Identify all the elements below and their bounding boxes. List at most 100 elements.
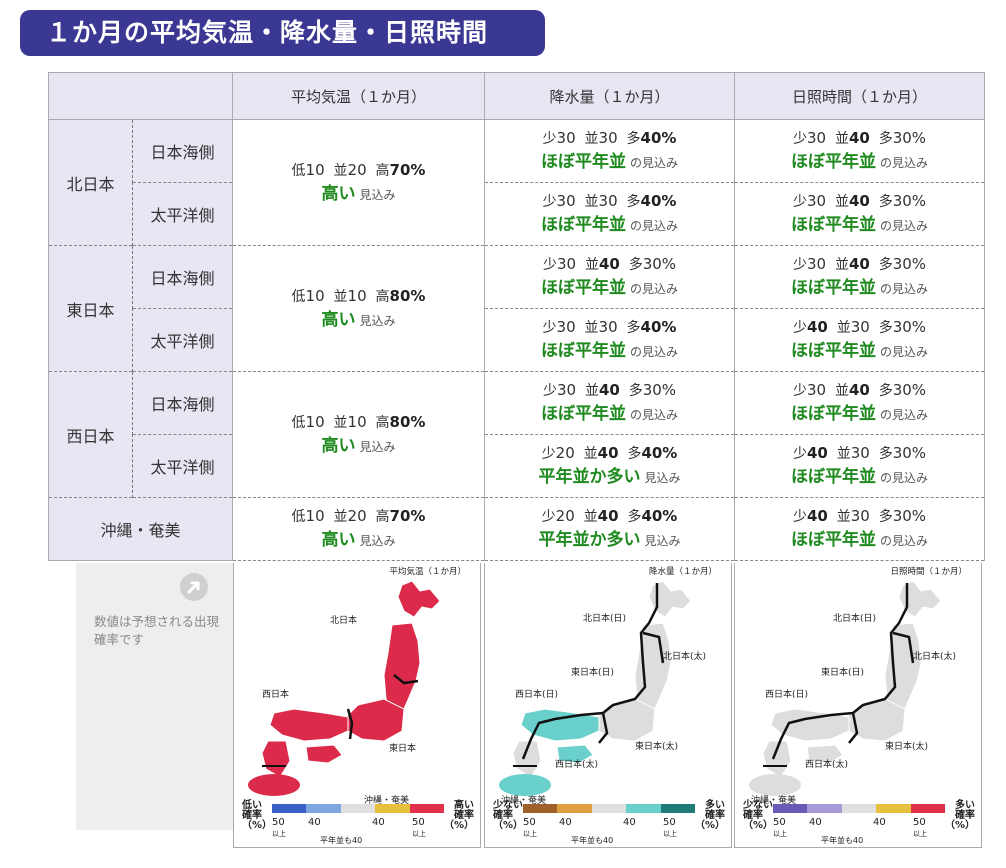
map-region-label: 沖縄・奄美: [364, 796, 410, 806]
outlook-value: 高い: [321, 435, 356, 456]
prob-mid: 20: [347, 507, 367, 525]
region-name: 沖縄・奄美: [48, 497, 233, 561]
outlook-value: 高い: [321, 530, 356, 550]
prob-label: 高: [375, 162, 390, 179]
prob-label: 並: [584, 131, 599, 147]
outlook-value: ほぼ平年並: [790, 215, 876, 235]
prob-low: 10: [305, 412, 325, 431]
region-name: 北日本: [48, 119, 133, 246]
outlook-suffix: の見込み: [629, 345, 678, 359]
outlook-value: ほぼ平年並: [540, 278, 626, 298]
probability-line: 低10 並20 高70%: [233, 159, 484, 182]
map-legend: 少ない 確率 （%） 多い 確率 （%） 50 40 40 50 以上 以上 平年並も40: [743, 801, 975, 847]
prob-mid: 30: [850, 507, 870, 525]
prob-label: 多: [878, 131, 893, 147]
outlook: ほぼ平年並 の見込み: [735, 528, 984, 553]
map-region-label: 東日本(日): [571, 668, 615, 678]
outlook-suffix: の見込み: [879, 219, 928, 233]
map-legend: 低い 確率 （%） 高い 確率 （%） 50 40 40 50 以上 以上 平年並も40: [242, 801, 474, 847]
prob-high: 40%: [640, 129, 677, 147]
legend-mid: 平年並も40: [821, 836, 864, 845]
prob-label: 少: [792, 131, 807, 147]
forecast-table: 平均気温（１か月） 降水量（１か月） 日照時間（１か月） 北日本 日本海側 低10 …: [48, 72, 985, 561]
prob-label: 少: [542, 383, 557, 399]
legend-color-bar: [523, 804, 696, 813]
prob-mid: 30: [598, 318, 618, 336]
outlook-value: 高い: [321, 309, 356, 330]
legend-tick: 40: [873, 817, 886, 828]
outlook: 平年並か多い 見込み: [485, 465, 734, 490]
prob-high: 70%: [389, 507, 426, 525]
outlook-suffix: の見込み: [879, 282, 928, 296]
outlook-suffix: の見込み: [879, 471, 928, 485]
map-legend: 少ない 確率 （%） 多い 確率 （%） 50 40 40 50 以上 以上 平年並も40: [493, 801, 725, 847]
temp-cell: 低10 並20 高70% 高い 見込み: [232, 119, 485, 246]
prob-low: 30: [556, 192, 576, 210]
prob-low: 10: [305, 507, 325, 525]
prob-high: 30%: [892, 318, 927, 336]
prob-label: 少: [792, 446, 807, 462]
prob-label: 並: [834, 194, 849, 210]
prec-cell: 少30 並30 多40% ほぼ平年並 の見込み: [484, 308, 735, 372]
probability-line: 少40 並30 多30%: [735, 442, 984, 465]
prob-label: 少: [792, 257, 807, 273]
prec-cell: 少20 並40 多40% 平年並か多い 見込み: [484, 497, 735, 561]
forecast-map: 平均気温（１か月） 北日本 西日本 東日本 沖縄・奄美 低い 確率 （%） 高い 確率 （%） 50 4…: [233, 563, 481, 848]
japan-map: [749, 580, 942, 796]
prob-high: 40%: [640, 318, 677, 336]
temp-cell: 低10 並10 高80% 高い 見込み: [232, 245, 485, 372]
prob-label: 低: [291, 414, 306, 431]
outlook-value: 平年並か多い: [538, 530, 641, 550]
legend-mid: 平年並も40: [571, 836, 614, 845]
map-region-label: 西日本(日): [515, 690, 559, 700]
prob-label: 少: [792, 194, 807, 210]
map-region-label: 東日本(太): [635, 742, 679, 752]
outlook: 高い 見込み: [233, 308, 484, 333]
prob-label: 多: [626, 194, 641, 210]
sub-region-name: 日本海側: [132, 371, 233, 435]
probability-line: 少20 並40 多40%: [485, 505, 734, 528]
legend-left-label: 低い 確率 （%）: [242, 800, 273, 831]
legend-left-label: 少ない 確率 （%）: [493, 800, 524, 831]
outlook: ほぼ平年並 の見込み: [735, 402, 984, 427]
sun-cell: 少30 並40 多30% ほぼ平年並 の見込み: [734, 245, 985, 309]
outlook: ほぼ平年並 の見込み: [735, 150, 984, 175]
probability-line: 少30 並40 多30%: [735, 379, 984, 402]
probability-line: 少30 並40 多30%: [485, 253, 734, 276]
legend-right-label: 多い 確率 （%）: [944, 800, 975, 831]
outlook-suffix: の見込み: [629, 219, 678, 233]
prob-label: 多: [628, 257, 643, 273]
probability-line: 少30 並40 多30%: [735, 190, 984, 213]
prob-mid: 40: [598, 381, 620, 399]
prob-low: 30: [556, 318, 576, 336]
prob-label: 多: [626, 320, 641, 336]
prob-label: 多: [627, 509, 642, 525]
table-row: 太平洋側 少30 並30 多40% ほぼ平年並 の見込み 少30 並40 多30% ほぼ平…: [49, 182, 985, 246]
prob-mid: 30: [850, 318, 870, 336]
prob-label: 少: [541, 509, 556, 525]
outlook-suffix: の見込み: [879, 345, 928, 359]
prob-label: 並: [834, 383, 849, 399]
header-corner: [48, 72, 233, 120]
prec-cell: 少30 並40 多30% ほぼ平年並 の見込み: [484, 371, 735, 435]
map-region-label: 西日本(太): [555, 760, 599, 770]
prob-low: 30: [806, 381, 827, 399]
outlook-suffix: 見込み: [359, 313, 396, 328]
prob-high: 30%: [892, 192, 927, 210]
outlook: ほぼ平年並 の見込み: [735, 276, 984, 301]
prob-label: 高: [375, 414, 390, 431]
legend-tick: 50: [523, 817, 536, 828]
prob-mid: 10: [347, 412, 367, 431]
legend-swatch: [557, 804, 592, 813]
legend-swatch: [876, 804, 911, 813]
sun-cell: 少40 並30 多30% ほぼ平年並 の見込み: [734, 308, 985, 372]
prob-label: 並: [836, 509, 851, 525]
sub-region-name: 太平洋側: [132, 434, 233, 498]
prob-low: 30: [556, 255, 577, 273]
prec-cell: 少30 並30 多40% ほぼ平年並 の見込み: [484, 182, 735, 246]
prob-low: 40: [806, 318, 828, 336]
prob-low: 10: [305, 286, 325, 305]
probability-line: 少40 並30 多30%: [735, 316, 984, 339]
prob-label: 並: [583, 446, 598, 462]
legend-tick: 40: [372, 817, 385, 828]
